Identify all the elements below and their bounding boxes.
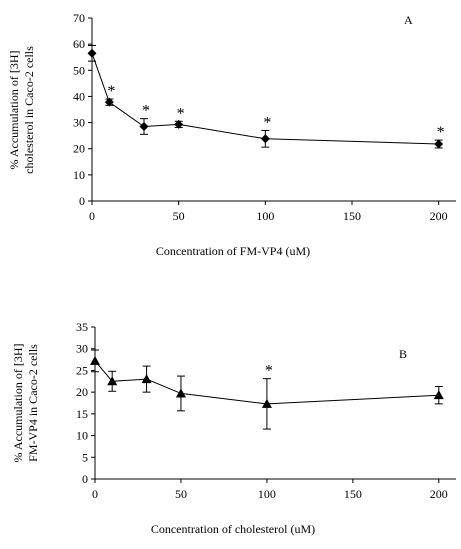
y-tick-label: 10 [76,429,88,443]
x-tick-label: 0 [92,487,98,501]
data-point-diamond [104,97,114,107]
y-tick-label: 35 [76,320,88,334]
y-tick-label: 20 [73,142,85,156]
x-tick-label: 200 [430,487,448,501]
y-axis-label-line1: % Accumulation of [3H] [7,51,21,170]
y-tick-label: 30 [76,342,88,356]
y-tick-label: 20 [76,385,88,399]
data-point-diamond [434,139,444,149]
y-tick-label: 5 [82,450,88,464]
y-axis-label-line2: cholesterol in Caco-2 cells [22,46,36,174]
x-tick-label: 200 [430,209,448,223]
data-point-triangle [175,388,186,398]
panel-label: B [399,347,407,361]
y-tick-label: 10 [73,168,85,182]
chart-panel-b: 0 5 10 15 20 25 30 35 0 50 100 150 200 Concentration … [11,320,456,536]
series-line [91,53,439,145]
data-point-diamond [87,48,97,58]
significance-star: * [437,124,445,141]
significance-star: * [142,103,150,120]
series-line [94,360,439,405]
y-axis-label-line2: FM-VP4 in Caco-2 cells [26,344,40,462]
data-point-triangle [107,376,118,386]
x-tick-label: 50 [175,487,187,501]
x-tick-label: 0 [89,209,95,223]
y-tick-label: 40 [73,89,85,103]
x-tick-label: 50 [173,209,185,223]
x-tick-label: 100 [258,487,276,501]
x-tick-label: 150 [344,487,362,501]
data-point-diamond [139,121,149,131]
y-tick-label: 70 [73,11,85,25]
significance-star: * [265,363,273,380]
significance-star: * [107,83,115,100]
data-point-triangle [433,390,444,400]
y-tick-label: 25 [76,363,88,377]
significance-star: * [263,114,271,131]
y-tick-label: 50 [73,63,85,77]
data-point-triangle [261,398,272,408]
data-point-diamond [260,134,270,144]
chart-panel-a: 0 10 20 30 40 50 60 70 0 50 100 150 200 Concentration… [7,11,456,258]
y-tick-label: 0 [79,194,85,208]
data-point-diamond [174,119,184,129]
x-axis-label: Concentration of FM-VP4 (uM) [156,244,310,258]
x-tick-label: 100 [256,209,274,223]
y-tick-label: 30 [73,116,85,130]
data-point-triangle [141,374,152,384]
y-tick-label: 60 [73,37,85,51]
y-tick-label: 15 [76,407,88,421]
panel-label: A [404,13,413,27]
y-tick-label: 0 [82,472,88,486]
data-point-triangle [90,355,100,365]
x-tick-label: 150 [343,209,361,223]
x-axis-label: Concentration of cholesterol (uM) [151,522,315,536]
significance-star: * [177,105,185,122]
y-axis-label-line1: % Accumulation of [3H] [11,344,25,463]
